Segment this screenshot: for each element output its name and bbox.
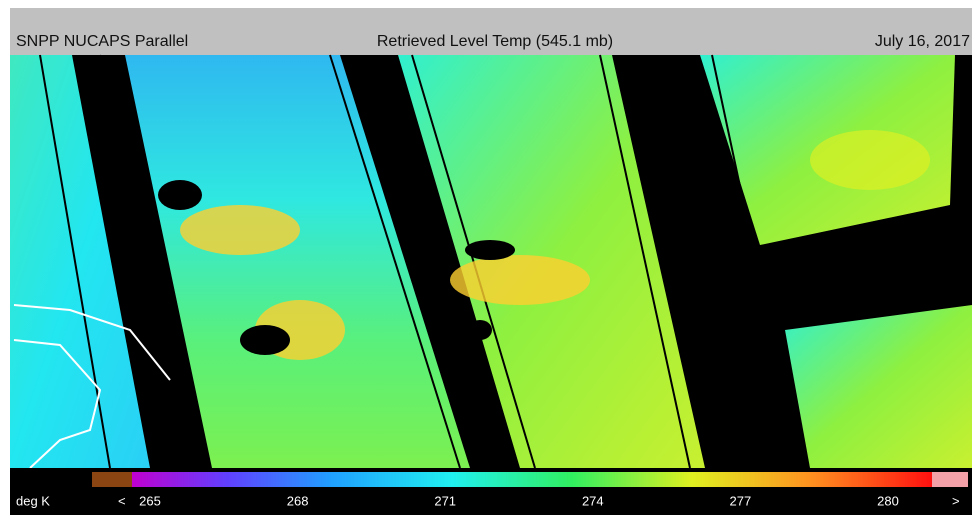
- header-center: Retrieved Level Temp (545.1 mb): [377, 33, 613, 50]
- colorbar-tick-label: 265: [139, 493, 161, 508]
- colorbar-tick-label: 268: [287, 493, 309, 508]
- colorbar-tick-label: 277: [730, 493, 752, 508]
- colorbar-tick-label: 274: [582, 493, 604, 508]
- colorbar-unit: deg K: [16, 493, 50, 508]
- map: [10, 55, 972, 468]
- header-right: July 16, 2017: [875, 33, 970, 50]
- map-view: SNPP NUCAPS Parallel Retrieved Level Tem…: [0, 0, 972, 515]
- colorbar-tick-label: 280: [877, 493, 899, 508]
- header-left: SNPP NUCAPS Parallel: [16, 33, 188, 50]
- colorbar-tick-label: 271: [434, 493, 456, 508]
- colorbar-less: <: [118, 493, 126, 508]
- colorbar-more: >: [952, 493, 960, 508]
